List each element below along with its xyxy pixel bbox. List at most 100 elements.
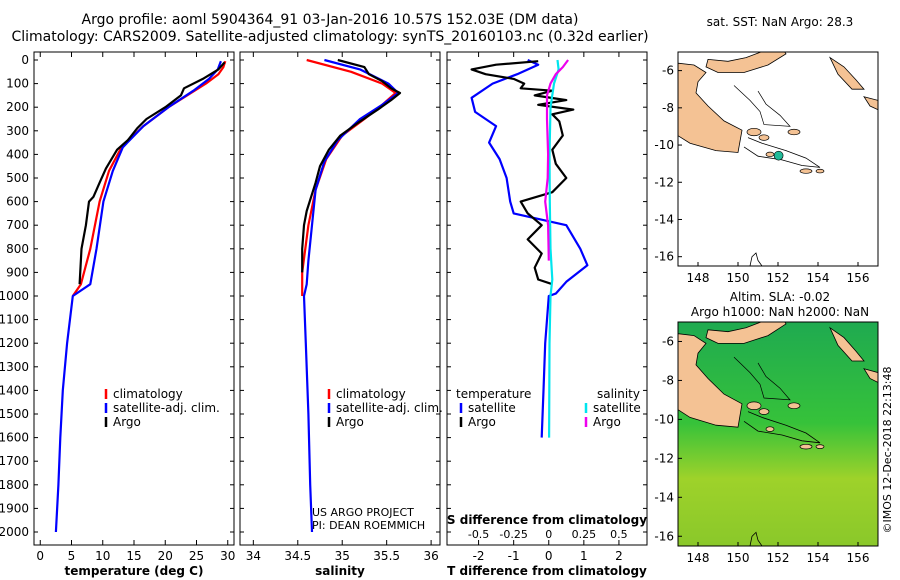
sla-map-title: Altim. SLA: -0.02	[729, 290, 831, 304]
shelf-contour	[733, 85, 791, 127]
land-island	[799, 168, 813, 174]
imos-credit: ©IMOS 12-Dec-2018 22:13:48	[881, 367, 894, 534]
australia-reef-contour	[749, 531, 763, 546]
diff-legend-label: satellite	[468, 401, 516, 415]
salinity-profile-xtick-label: 36	[423, 549, 438, 563]
temperature-profile-xlabel: temperature (deg C)	[65, 564, 204, 578]
depth-tick-label: 200	[6, 100, 29, 114]
sdiff-xtick-label: 0.25	[572, 528, 597, 541]
land-island	[746, 401, 762, 411]
sdiff-axis-label: S difference from climatology	[447, 513, 647, 527]
sst-map-xtick-label: 152	[767, 271, 790, 285]
depth-tick-label: 300	[6, 124, 29, 138]
land-island	[799, 443, 813, 450]
sst-map-xtick-label: 150	[727, 271, 750, 285]
sla-map-ytick-label: -6	[662, 334, 674, 348]
salinity-legend-label: satellite-adj. clim.	[336, 401, 443, 415]
australia-reef-contour	[749, 252, 763, 266]
credit-project: US ARGO PROJECT	[312, 506, 414, 519]
sla-map-xtick-label: 156	[847, 551, 870, 565]
depth-tick-label: 1600	[0, 431, 29, 445]
depth-tick-label: 600	[6, 195, 29, 209]
land-island	[765, 151, 775, 157]
salinity-profile-series-argo	[301, 58, 402, 273]
sla-map-xtick-label: 150	[727, 551, 750, 565]
sla-map-land	[678, 322, 878, 546]
sst-map-xtick-label: 154	[807, 271, 830, 285]
sla-map-ytick-label: -10	[654, 412, 674, 426]
depth-tick-label: 1200	[0, 336, 29, 350]
temperature-profile-xtick-label: 0	[36, 549, 44, 563]
land-island	[815, 168, 825, 174]
temperature-profile-xtick-label: 30	[220, 549, 235, 563]
sla-map-xtick-label: 154	[807, 551, 830, 565]
land-island	[765, 426, 775, 432]
difference-profile-series-s-satellite	[547, 59, 560, 438]
depth-tick-label: 900	[6, 265, 29, 279]
difference-profile-xlabel: T difference from climatology	[447, 564, 647, 578]
salinity-profile-series-satellite-adj-clim-	[302, 58, 400, 533]
sla-map-ytick-label: -12	[654, 451, 674, 465]
temperature-profile-xtick-label: 10	[95, 549, 110, 563]
sst-map-xtick-label: 148	[687, 271, 710, 285]
difference-profile-series-s-argo	[544, 59, 569, 261]
diff-legend-title-temperature: temperature	[456, 387, 531, 401]
salinity-legend-label: climatology	[336, 387, 406, 401]
salinity-profile-xtick-label: 35	[335, 549, 350, 563]
diff-legend-title-salinity: salinity	[597, 387, 640, 401]
temperature-profile-xtick-label: 25	[189, 549, 204, 563]
sst-map-ytick-label: -10	[654, 138, 674, 152]
temperature-profile-xtick-label: 5	[68, 549, 76, 563]
shelf-contour	[733, 356, 791, 401]
land-island	[787, 128, 801, 136]
sla-map-ytick-label: -14	[654, 490, 674, 504]
temperature-legend-label: Argo	[113, 415, 141, 429]
sdiff-xtick-label: 0	[545, 528, 552, 541]
diff-legend-label: Argo	[593, 415, 621, 429]
diff-legend-label: satellite	[593, 401, 641, 415]
sdiff-xtick-label: -0.25	[499, 528, 527, 541]
land-bougainville	[829, 56, 865, 90]
difference-profile-series-t-satellite	[470, 58, 589, 438]
sst-map-ytick-label: -14	[654, 212, 674, 226]
sla-map-subtitle: Argo h1000: NaN h2000: NaN	[690, 305, 870, 319]
depth-tick-label: 1300	[0, 360, 29, 374]
sla-map-xtick-label: 148	[687, 551, 710, 565]
credit-pi: PI: DEAN ROEMMICH	[312, 519, 425, 532]
land-island	[758, 134, 770, 141]
sst-map-ytick-label: -12	[654, 175, 674, 189]
depth-tick-label: 700	[6, 218, 29, 232]
depth-tick-label: 1700	[0, 454, 29, 468]
difference-profile-xtick-label: -1	[508, 549, 520, 563]
temperature-profile-xtick-label: 15	[126, 549, 141, 563]
land-new-guinea	[678, 62, 743, 153]
difference-profile-xtick-label: 0	[545, 549, 553, 563]
sst-map-ytick-label: -8	[662, 101, 674, 115]
sst-map-land	[678, 52, 878, 266]
land-bougainville	[829, 326, 865, 362]
figure-title-line1: Argo profile: aoml 5904364_91 03-Jan-201…	[81, 12, 579, 28]
sla-map-ytick-label: -16	[654, 529, 674, 543]
sst-map-xtick-label: 156	[847, 271, 870, 285]
depth-tick-label: 0	[21, 53, 29, 67]
salinity-profile-frame	[239, 51, 441, 546]
land-solomons	[863, 96, 878, 111]
depth-tick-label: 1500	[0, 407, 29, 421]
salinity-profile-xtick-label: 34.5	[284, 549, 311, 563]
depth-tick-label: 500	[6, 171, 29, 185]
depth-tick-label: 1900	[0, 501, 29, 515]
land-solomons	[863, 368, 878, 383]
difference-profile-frame	[446, 51, 648, 546]
diff-legend-label: Argo	[468, 415, 496, 429]
difference-profile-xtick-label: -2	[473, 549, 485, 563]
reef-contour	[743, 137, 821, 168]
difference-profile-xtick-label: 1	[580, 549, 588, 563]
depth-tick-label: 400	[6, 147, 29, 161]
land-island	[815, 444, 825, 449]
sla-map-ytick-label: -8	[662, 373, 674, 387]
temperature-legend-label: climatology	[113, 387, 183, 401]
depth-tick-label: 1400	[0, 383, 29, 397]
argo-float-marker	[773, 150, 784, 161]
depth-tick-label: 1000	[0, 289, 29, 303]
sdiff-xtick-label: 0.5	[610, 528, 628, 541]
